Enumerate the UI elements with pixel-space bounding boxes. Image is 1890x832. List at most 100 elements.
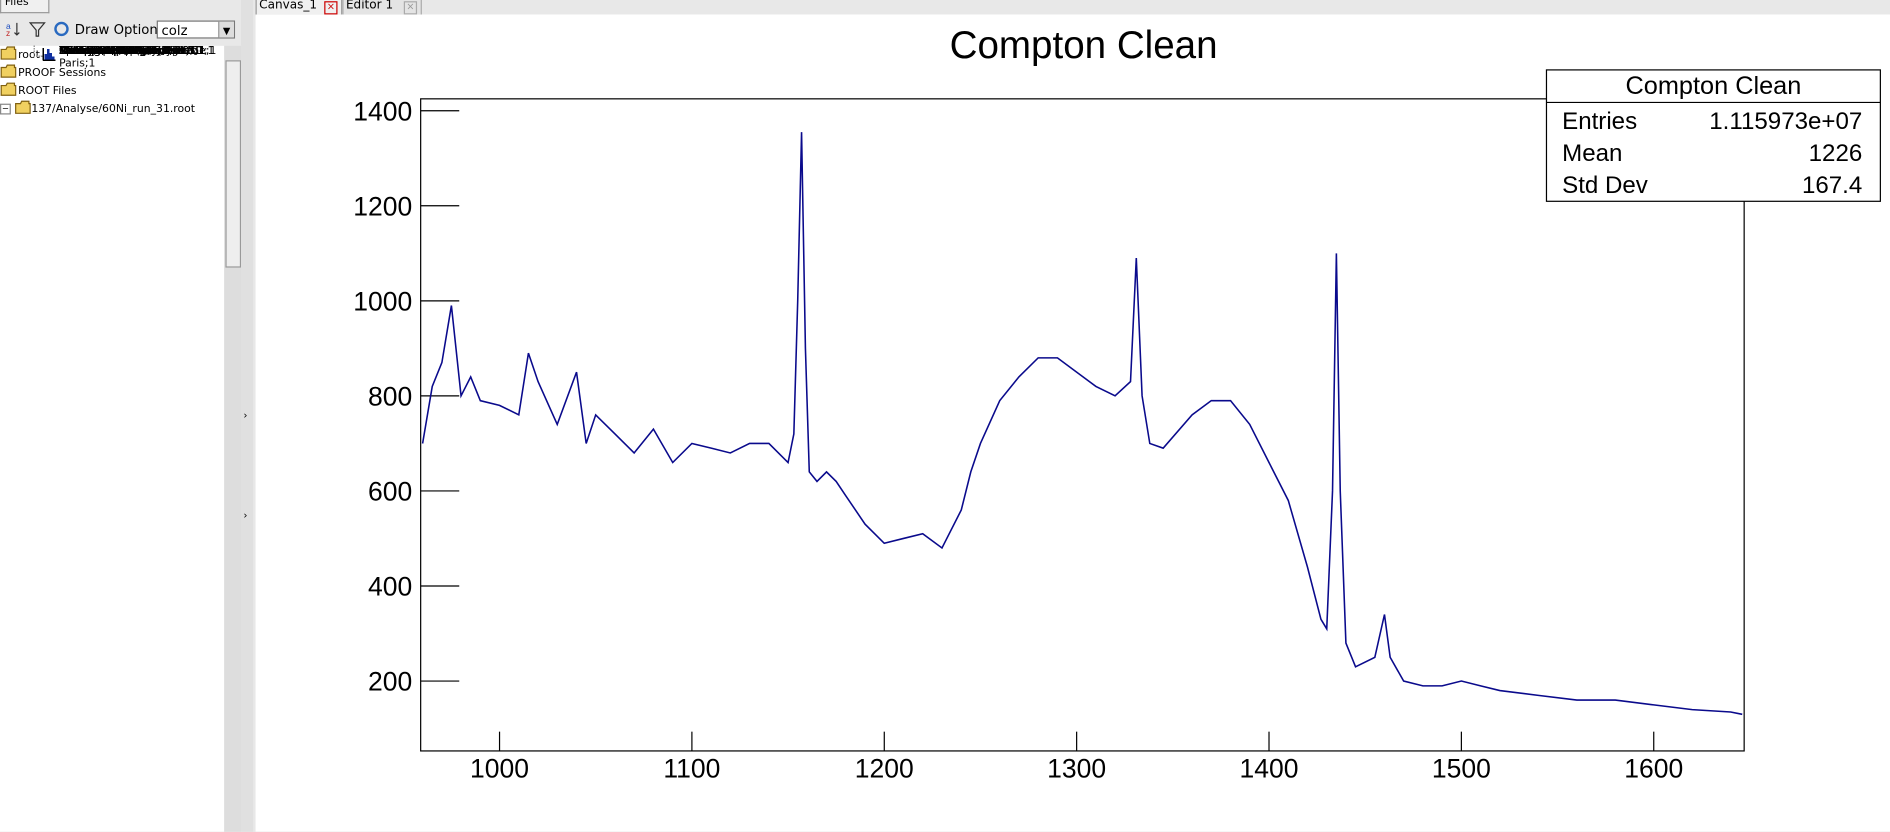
tree-label: Raw spectra;1 xyxy=(59,45,137,58)
splitter[interactable]: › › xyxy=(241,0,254,832)
tree-label: Sum Front R1 Paris;1 xyxy=(59,45,173,58)
stats-value: 1226 xyxy=(1809,140,1863,167)
tree-label: Spectra Ge VS Pulse;1 xyxy=(59,45,180,58)
tree-label: Sum Front R3 Paris;1 xyxy=(59,45,173,58)
combo-arrow[interactable]: ▼ xyxy=(218,21,234,38)
tree-label: Subring 4;1 xyxy=(59,45,122,58)
stats-value: 167.4 xyxy=(1802,172,1862,199)
stats-key: Std Dev xyxy=(1562,172,1648,199)
stats-title: Compton Clean xyxy=(1626,72,1802,100)
x-tick-label: 1300 xyxy=(1047,753,1106,783)
stats-box xyxy=(1545,69,1881,202)
tree-label: Sum Back Paris;1 xyxy=(59,45,154,58)
tree-label: Sum R3;1 xyxy=(59,45,112,58)
draw-option-label: Draw Option: xyxy=(74,21,163,38)
y-tick-label: 200 xyxy=(368,667,412,697)
file-tree: root PROOF Sessions ROOT Files −137/Analyse… xyxy=(0,45,225,832)
scrollbar[interactable] xyxy=(224,45,242,832)
expander[interactable]: − xyxy=(0,103,11,115)
tree-label: Mult in a clover VS Mult Ge;1 xyxy=(59,45,217,58)
folder-icon xyxy=(0,82,17,100)
tree-label: Subring 1;1 xyxy=(59,45,122,58)
chart-title: Compton Clean xyxy=(950,24,1218,67)
filter-icon[interactable] xyxy=(28,20,46,37)
tab-label: Editor 1 xyxy=(345,0,394,13)
tree-label: Clover multiplicity;1 xyxy=(59,45,169,58)
tree-row[interactable]: PROOF Sessions xyxy=(0,64,224,82)
tree-label: Sum Front Paris;1 xyxy=(59,45,155,58)
tree-label: Sum Back R2 Paris;1 xyxy=(59,45,171,58)
tree-label: Raw multiplicity;1 xyxy=(59,45,157,58)
tree-label: R2 crystal 3;1 xyxy=(59,45,135,58)
canvas-tab[interactable]: Canvas_1 × xyxy=(255,0,343,16)
draw-option-value: colz xyxy=(161,22,188,39)
folder-icon xyxy=(0,46,17,64)
tree-label: Sum LaBr3;1 xyxy=(59,45,129,58)
x-tick-label: 1400 xyxy=(1240,753,1299,783)
tree-label: 137/Analyse/60Ni_run_31.root xyxy=(31,103,196,116)
tree-label: ROOT Files xyxy=(18,85,77,98)
y-tick-label: 1400 xyxy=(353,96,412,126)
svg-text:z: z xyxy=(6,28,10,37)
tree-row[interactable]: ROOT Files xyxy=(0,82,224,100)
editor-tab[interactable]: Editor 1 × xyxy=(342,0,422,16)
tree-label: Time gap DSSD 1R1S;1 xyxy=(59,45,186,58)
histogram-line xyxy=(421,132,1743,716)
tree-label: PROOF Sessions xyxy=(18,67,106,80)
file-icon xyxy=(14,100,31,118)
tree-label: Paris Back E VS timeshift;1 xyxy=(59,45,205,58)
draw-option-combo[interactable]: colz ▼ xyxy=(156,20,236,39)
histogram-icon xyxy=(42,47,56,65)
tree-label: Sum Back R3 Paris;1 xyxy=(59,45,171,58)
tab-label: Canvas_1 xyxy=(259,0,318,13)
tree-label: R2 crystal 0;1 xyxy=(59,45,135,58)
stats-value: 1.115973e+07 xyxy=(1709,108,1862,135)
tree-row[interactable]: − 137/Analyse/60Ni_run_31.root xyxy=(0,100,224,118)
x-tick-label: 1100 xyxy=(663,753,720,783)
tree-label: Paris multiplicity;1 xyxy=(59,45,160,58)
close-icon[interactable]: × xyxy=(403,1,418,15)
tree-label: DSSD E VS timeshift;1 xyxy=(59,45,180,58)
tree-label: Paris Front E VS timeshift;1 xyxy=(59,45,206,58)
tree-label: R2 crystal 2;1 xyxy=(59,45,135,58)
tree-label: Clean Ge multiplicity;1 xyxy=(59,45,183,58)
x-tick-label: 1600 xyxy=(1624,753,1683,783)
y-tick-label: 800 xyxy=(368,382,412,412)
files-tab[interactable]: Files xyxy=(0,0,50,14)
tree-guide xyxy=(33,45,43,57)
tree-label: Sum Front R2 Paris;1 xyxy=(59,45,173,58)
x-tick-label: 1200 xyxy=(855,753,914,783)
stats-key: Mean xyxy=(1562,140,1622,167)
tree-label: Compton Clean;1 xyxy=(59,45,154,58)
tree-label: Subring 2;1 xyxy=(59,45,122,58)
canvas: Compton Clean 200 400 600 800 1000 1200 1400 100… xyxy=(255,14,1890,832)
y-tick-label: 400 xyxy=(368,572,412,602)
tree-label: Compton veto(garbage);1 xyxy=(59,45,201,58)
x-tick-label: 1500 xyxy=(1432,753,1491,783)
close-icon[interactable]: × xyxy=(324,1,338,15)
tree-label: Module multiplicity;1 xyxy=(59,45,173,58)
tree-label: All Detectors VS ref det;1 xyxy=(59,45,197,58)
y-tick-label: 1200 xyxy=(353,191,412,221)
tree-label: Subring 3;1 xyxy=(59,45,122,58)
stats-key: Entries xyxy=(1562,108,1637,135)
y-tick-label: 1000 xyxy=(353,286,412,316)
tree-label: Mult C VS Mult Ge;1 xyxy=(59,45,168,58)
y-tick-label: 600 xyxy=(368,477,412,507)
folder-icon xyxy=(0,64,17,82)
tree-label: Ref E VS timeshift of DSSD;1 xyxy=(59,45,215,58)
tree-label: Clover Add-Back Spectra;1 xyxy=(59,45,204,58)
tree-label: Sum R2;1 xyxy=(59,45,112,58)
refresh-icon[interactable] xyxy=(53,20,70,37)
tree-label: Sum R4;1 xyxy=(59,45,112,58)
scroll-thumb[interactable] xyxy=(225,60,242,268)
tree-label: Sum Back R1 Paris;1 xyxy=(59,45,171,58)
tree-label: R2 crystal 1;1 xyxy=(59,45,135,58)
svg-text:a: a xyxy=(6,21,11,31)
x-tick-label: 1000 xyxy=(470,753,529,783)
tree-label: DSSD E VS time to first Paris;1 xyxy=(59,45,185,70)
plot-frame xyxy=(420,98,1745,752)
